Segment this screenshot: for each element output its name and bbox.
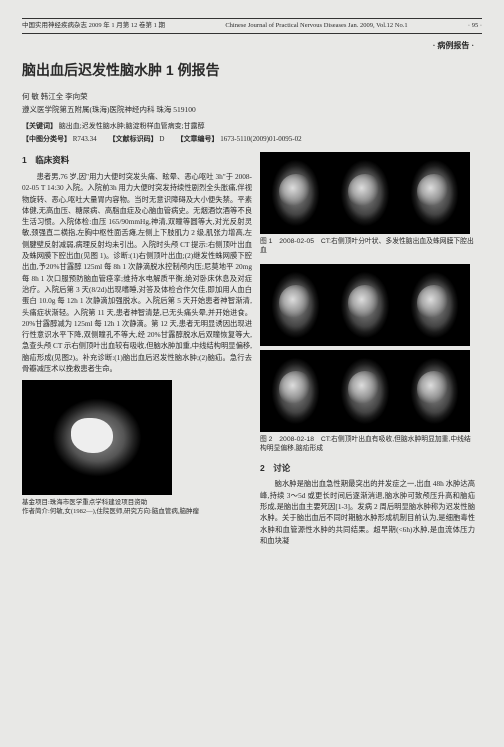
footer-notes: 基金项目:珠海市医学重点学科建设项目资助 作者简介:何敏,女(1982—),住院…: [22, 499, 252, 516]
figure-2b-panel: [260, 350, 470, 432]
journal-header: 中国实用神经疾病杂志 2009 年 1 月第 12 卷第 1 期 Chinese…: [22, 18, 482, 34]
keywords-row: 【关键词】 脑出血;迟发性脑水肿;脑淀粉样血管病变;甘露醇: [22, 121, 482, 132]
ct-scan-2a2: [331, 266, 398, 344]
ct-scan-1c: [401, 154, 468, 232]
ct-scan-1b: [331, 154, 398, 232]
authors-line: 何 敏 韩江全 李向荣: [22, 91, 482, 102]
header-page: · 95 ·: [468, 21, 482, 31]
figure-2a-panel: [260, 264, 470, 346]
figure-2-caption: 图 2 2008-02-18 CT:右侧顶叶出血有吸收,但脑水肿明显加重,中线结…: [260, 436, 475, 454]
figure-1-panel: [260, 152, 470, 234]
discussion-text: 脑水肿是脑出血急性期最突出的并发症之一,出血 48h 水肿达高峰,持续 3～5d…: [260, 478, 475, 546]
header-center: Chinese Journal of Practical Nervous Dis…: [225, 21, 407, 31]
doc-block: 【文献标识码】 D: [109, 134, 165, 145]
section-2-title: 2 讨论: [260, 462, 475, 475]
affiliation-line: 遵义医学院第五附属(珠海)医院神经内科 珠海 519100: [22, 104, 482, 115]
keywords-label: 【关键词】: [22, 122, 57, 130]
article-title: 脑出血后迟发性脑水肿 1 例报告: [22, 60, 482, 81]
ct-scan-2b1: [262, 352, 329, 430]
figure-1-caption: 图 1 2008-02-05 CT:右侧顶叶分叶状、多发性脑出血及蛛网膜下腔出血: [260, 238, 475, 256]
ct-scan-2b3: [401, 352, 468, 430]
clinical-data-text: 患者男,76 岁,因"用力大便时突发头痛、眩晕、恶心呕吐 3h"于 2008-0…: [22, 171, 252, 374]
classification-row: 【中图分类号】 R743.34 【文献标识码】 D 【文章编号】 1673-51…: [22, 134, 482, 145]
keywords-text: 脑出血;迟发性脑水肿;脑淀粉样血管病变;甘露醇: [59, 122, 205, 130]
ct-scan-2a1: [262, 266, 329, 344]
author-bio: 作者简介:何敏,女(1982—),住院医师,研究方向:脑血管病,脑肿瘤: [22, 508, 252, 516]
ct-scan-2b2: [331, 352, 398, 430]
fund-note: 基金项目:珠海市医学重点学科建设项目资助: [22, 499, 252, 507]
ct-scan-image: [37, 388, 157, 487]
class-block: 【中图分类号】 R743.34: [22, 134, 97, 145]
left-column: 1 临床资料 患者男,76 岁,因"用力大便时突发头痛、眩晕、恶心呕吐 3h"于…: [22, 152, 252, 546]
figure-bottom: [22, 380, 172, 495]
ct-scan-1a: [262, 154, 329, 232]
right-column: 图 1 2008-02-05 CT:右侧顶叶分叶状、多发性脑出血及蛛网膜下腔出血…: [260, 152, 475, 546]
ct-scan-2a3: [401, 266, 468, 344]
article-num-block: 【文章编号】 1673-5110(2009)01-0095-02: [176, 134, 301, 145]
main-content: 1 临床资料 患者男,76 岁,因"用力大便时突发头痛、眩晕、恶心呕吐 3h"于…: [22, 152, 482, 546]
section-1-title: 1 临床资料: [22, 154, 252, 167]
header-left: 中国实用神经疾病杂志 2009 年 1 月第 12 卷第 1 期: [22, 21, 165, 31]
article-category: · 病例报告 ·: [22, 40, 482, 52]
